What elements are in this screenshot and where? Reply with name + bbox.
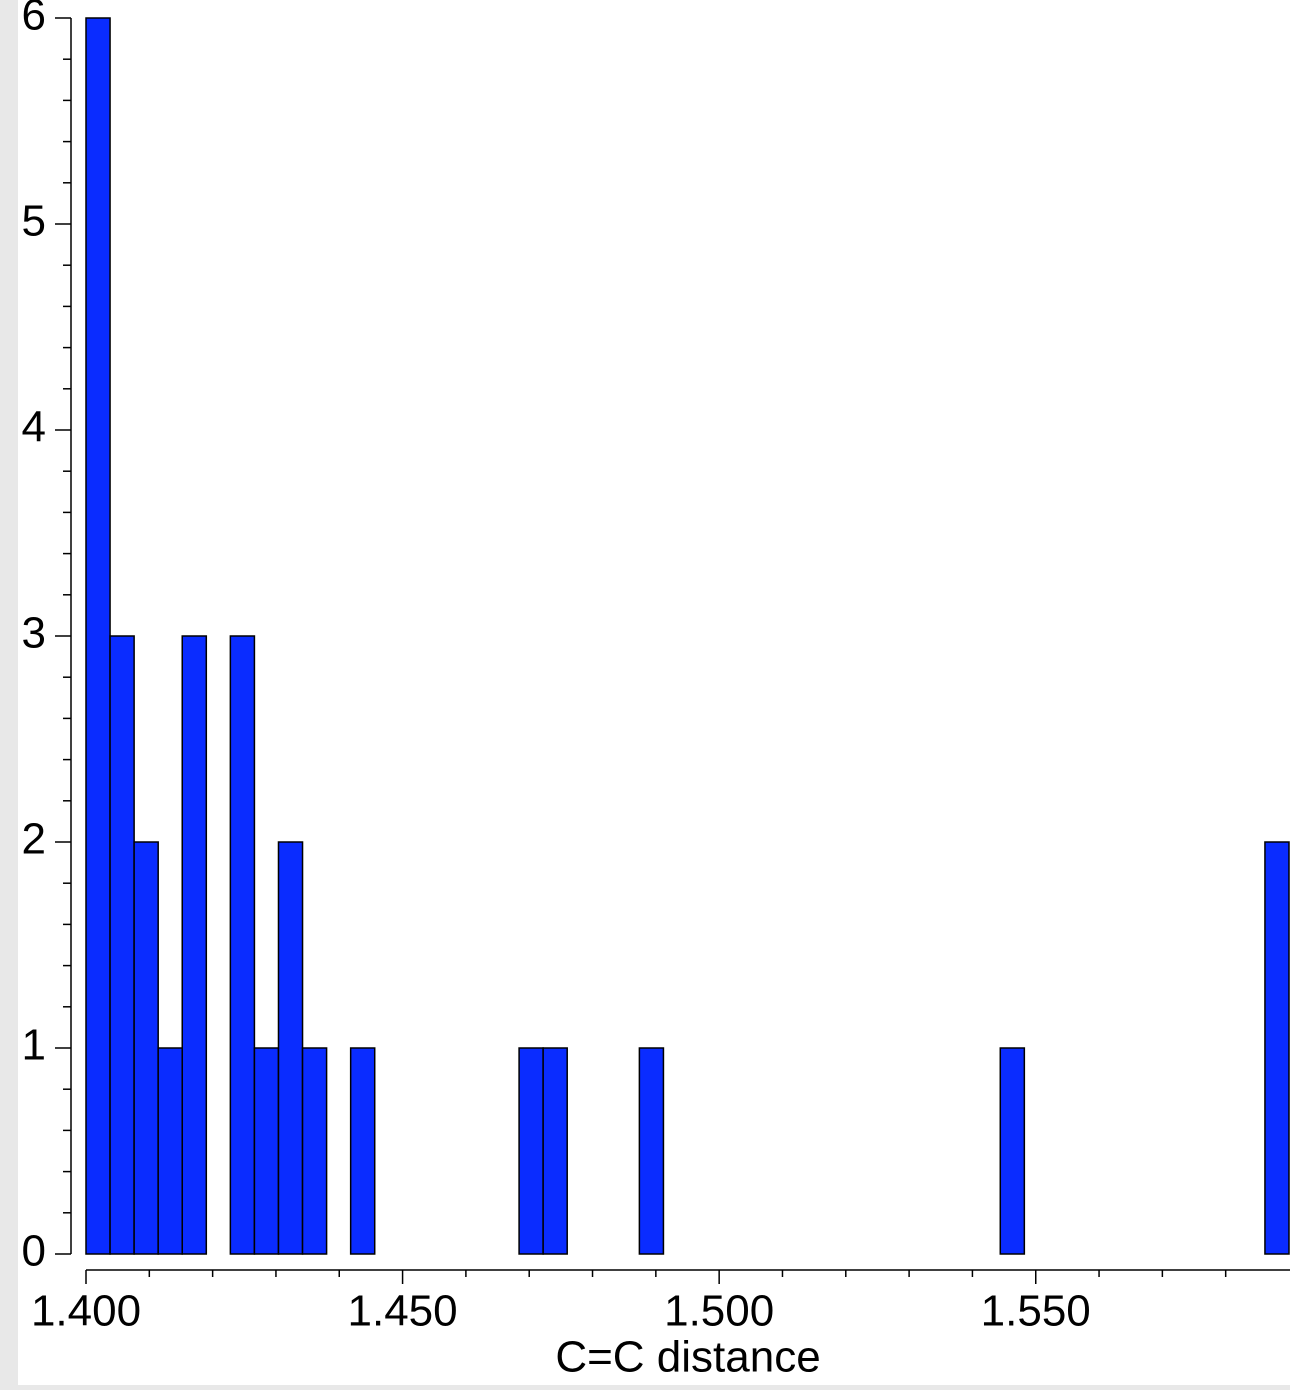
bar <box>85 17 111 1255</box>
y-tick-label: 5 <box>22 197 46 246</box>
bar <box>349 1047 376 1255</box>
x-tick-label: 1.500 <box>664 1287 774 1336</box>
bar <box>109 635 135 1255</box>
bottom-strip <box>0 1385 1290 1390</box>
x-tick-label: 1.400 <box>31 1287 141 1336</box>
bar <box>518 1047 544 1255</box>
bar <box>157 1047 183 1255</box>
left-strip <box>0 0 18 1390</box>
bar <box>301 1047 328 1255</box>
y-tick-label: 4 <box>22 403 46 452</box>
bar <box>542 1047 568 1255</box>
bar <box>277 841 304 1255</box>
bar <box>1264 841 1290 1255</box>
y-tick-label: 0 <box>22 1227 46 1276</box>
bar <box>638 1047 665 1255</box>
bar <box>253 1047 280 1255</box>
x-axis-label: C=C distance <box>555 1333 820 1382</box>
bar <box>229 635 256 1255</box>
bar <box>133 841 159 1255</box>
y-tick-label: 2 <box>22 815 46 864</box>
bar <box>999 1047 1026 1255</box>
y-tick-label: 6 <box>22 0 46 40</box>
y-tick-label: 1 <box>22 1021 46 1070</box>
x-tick-label: 1.450 <box>348 1287 458 1336</box>
bar <box>181 635 208 1255</box>
y-tick-label: 3 <box>22 609 46 658</box>
x-tick-label: 1.550 <box>981 1287 1091 1336</box>
